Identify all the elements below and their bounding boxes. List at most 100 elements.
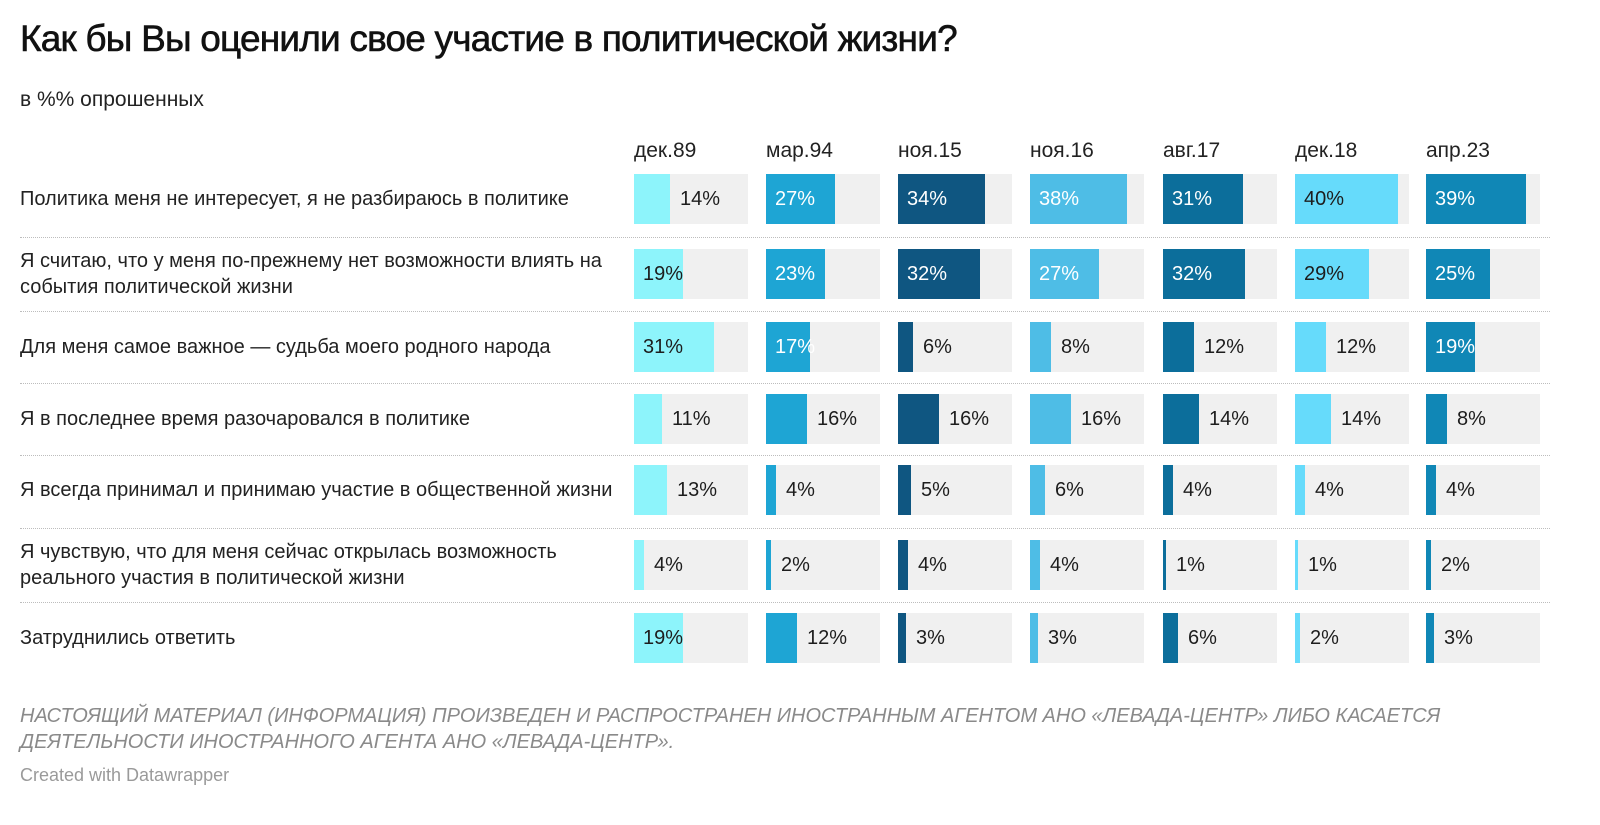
data-label: 3%	[1048, 627, 1077, 649]
data-label: 39%	[1435, 188, 1476, 210]
bar-cell: 27%	[766, 174, 880, 224]
datawrapper-credit[interactable]: Created with Datawrapper	[20, 765, 230, 785]
bar-cell: 16%	[1030, 394, 1144, 444]
bar-cell: 16%	[766, 394, 880, 444]
data-label: 12%	[807, 627, 848, 649]
data-label: 27%	[1039, 263, 1080, 285]
bar-cell: 8%	[1426, 394, 1540, 444]
data-label: 5%	[921, 479, 950, 501]
bar	[766, 249, 825, 299]
data-label: 2%	[1441, 554, 1470, 576]
chart-subtitle: в %% опрошенных	[20, 88, 204, 111]
bar-cell: 38%	[1030, 174, 1144, 224]
bar-cell: 12%	[766, 613, 880, 663]
data-label: 4%	[1315, 479, 1344, 501]
bar-cell: 23%	[766, 249, 880, 299]
bar-cell: 6%	[1163, 613, 1277, 663]
data-label: 2%	[781, 554, 810, 576]
bar	[766, 322, 810, 372]
data-label: 14%	[1341, 408, 1382, 430]
bar-cell: 4%	[1295, 465, 1409, 515]
bar	[1030, 540, 1040, 590]
data-label: 38%	[1039, 188, 1080, 210]
bar	[1295, 540, 1298, 590]
row-separator	[20, 237, 1550, 238]
bar	[1295, 174, 1398, 224]
bar	[1163, 249, 1245, 299]
bar-cell: 12%	[1295, 322, 1409, 372]
bar	[1426, 394, 1447, 444]
bar	[1163, 174, 1243, 224]
data-label: 31%	[1172, 188, 1213, 210]
bar	[766, 174, 835, 224]
data-label: 14%	[1209, 408, 1250, 430]
bar	[1030, 613, 1038, 663]
bar-cell: 3%	[1426, 613, 1540, 663]
data-label: 25%	[1435, 263, 1476, 285]
bar-cell: 13%	[634, 465, 748, 515]
bar-cell: 4%	[634, 540, 748, 590]
data-label: 34%	[907, 188, 948, 210]
bar	[898, 465, 911, 515]
bar	[898, 174, 985, 224]
row-label: Для меня самое важное — судьба моего род…	[20, 336, 551, 358]
row-label: Я чувствую, что для меня сейчас открылас…	[20, 541, 557, 589]
bar-cell: 4%	[1030, 540, 1144, 590]
bar	[1030, 394, 1071, 444]
data-label: 12%	[1336, 336, 1377, 358]
data-label: 3%	[916, 627, 945, 649]
bar-cell: 29%	[1295, 249, 1409, 299]
data-label: 32%	[1172, 263, 1213, 285]
bar-cell: 2%	[766, 540, 880, 590]
bar-cell: 6%	[898, 322, 1012, 372]
bar	[898, 322, 913, 372]
bar-cell: 17%	[766, 322, 880, 372]
bar	[1295, 613, 1300, 663]
column-header-6: апр.23	[1426, 139, 1490, 162]
bar-cell: 14%	[1295, 394, 1409, 444]
data-label: 4%	[918, 554, 947, 576]
bar	[898, 613, 906, 663]
bar-cell: 19%	[1426, 322, 1540, 372]
column-header-5: дек.18	[1295, 139, 1358, 162]
data-label: 3%	[1444, 627, 1473, 649]
data-label: 4%	[1050, 554, 1079, 576]
bar	[1295, 394, 1331, 444]
bar	[634, 249, 683, 299]
bar	[898, 540, 908, 590]
bar-cell: 1%	[1163, 540, 1277, 590]
data-label: 1%	[1308, 554, 1337, 576]
data-label: 4%	[1183, 479, 1212, 501]
row-label: Я всегда принимал и принимаю участие в о…	[20, 479, 613, 501]
row-label: Политика меня не интересует, я не разбир…	[20, 188, 569, 210]
data-label: 29%	[1304, 263, 1345, 285]
bar	[766, 540, 771, 590]
bar-cell: 3%	[898, 613, 1012, 663]
bar-cell: 12%	[1163, 322, 1277, 372]
bar	[1163, 322, 1194, 372]
bar	[634, 465, 667, 515]
bar-cell: 31%	[634, 322, 748, 372]
row-separator	[20, 528, 1550, 529]
bar	[1426, 613, 1434, 663]
bar-cell: 4%	[1426, 465, 1540, 515]
bar	[1426, 249, 1490, 299]
bar-cell: 16%	[898, 394, 1012, 444]
column-header-1: мар.94	[766, 139, 833, 162]
data-label: 6%	[1055, 479, 1084, 501]
data-label: 4%	[654, 554, 683, 576]
bar-cell: 2%	[1295, 613, 1409, 663]
bar	[1295, 249, 1369, 299]
bar	[1163, 465, 1173, 515]
row-separator	[20, 455, 1550, 456]
bar-cell: 11%	[634, 394, 748, 444]
bar	[1030, 322, 1051, 372]
bar	[1426, 322, 1475, 372]
bar	[634, 394, 662, 444]
data-label: 31%	[643, 336, 684, 358]
column-header-2: ноя.15	[898, 139, 962, 162]
bar	[766, 465, 776, 515]
bar-cell: 40%	[1295, 174, 1409, 224]
bar-cell: 6%	[1030, 465, 1144, 515]
bar-cell: 19%	[634, 613, 748, 663]
